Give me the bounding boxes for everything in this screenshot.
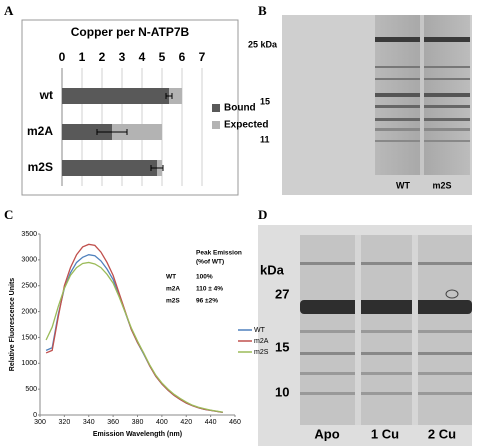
x-tick-label: 7 [199, 50, 206, 64]
y-tick-label: m2S [28, 160, 53, 174]
x-axis-title: Emission Wavelength (nm) [93, 431, 182, 438]
y-tick-label: 500 [25, 386, 37, 393]
y-tick-label: 1000 [21, 360, 37, 367]
legend-label: WT [254, 327, 266, 334]
x-tick-label: 300 [34, 419, 46, 426]
x-tick-label: 460 [229, 419, 241, 426]
unit-label: kDa [260, 262, 285, 277]
line-series [45, 261, 223, 413]
lane-label: m2S [432, 180, 451, 190]
marker-label: 10 [275, 384, 289, 399]
gel-image [282, 15, 472, 195]
error-bar [150, 165, 164, 171]
x-tick-label: 2 [99, 50, 106, 64]
legend-swatch [212, 104, 220, 112]
y-tick-label: 1500 [21, 334, 37, 341]
y-tick-label: wt [39, 88, 53, 102]
x-tick-label: 1 [79, 50, 86, 64]
bar [62, 124, 112, 140]
lane-label: 2 Cu [428, 426, 456, 441]
x-tick-label: 400 [156, 419, 168, 426]
x-tick-label: 5 [159, 50, 166, 64]
legend-swatch [212, 121, 220, 129]
x-tick-label: 4 [139, 50, 146, 64]
annotation-title: (%of WT) [196, 259, 224, 266]
y-tick-label: 3500 [21, 231, 37, 238]
x-tick-label: 320 [59, 419, 71, 426]
x-tick-label: 380 [132, 419, 144, 426]
x-tick-label: 3 [119, 50, 126, 64]
panel-label: A [4, 3, 14, 18]
marker-label: 15 [260, 96, 270, 106]
legend-label: Bound [224, 103, 256, 114]
bar [62, 160, 157, 176]
y-tick-label: 2000 [21, 308, 37, 315]
gel-image [258, 225, 472, 446]
legend-label: m2S [254, 349, 269, 356]
legend-label: m2A [254, 338, 269, 345]
annotation-cell: 110 ± 4% [196, 286, 223, 293]
x-tick-label: 340 [83, 419, 95, 426]
annotation-cell: m2A [166, 286, 180, 293]
error-bar [96, 129, 128, 135]
annotation-cell: WT [166, 274, 176, 281]
annotation-cell: 100% [196, 274, 213, 281]
panel-label: B [258, 3, 267, 18]
error-bar [165, 93, 173, 99]
x-tick-label: 6 [179, 50, 186, 64]
lane-label: WT [396, 180, 410, 190]
chart-title: Copper per N-ATP7B [71, 25, 190, 39]
x-tick-label: 440 [205, 419, 217, 426]
y-tick-label: m2A [27, 124, 53, 138]
panel-label: D [258, 207, 267, 222]
marker-label: 11 [260, 134, 270, 144]
panel-label: C [4, 207, 13, 222]
y-tick-label: 0 [33, 412, 37, 419]
marker-label: 25 kDa [248, 39, 278, 49]
legend-label: Expected [224, 120, 268, 131]
x-tick-label: 0 [59, 50, 66, 64]
bar [62, 88, 169, 104]
annotation-cell: m2S [166, 298, 180, 305]
lane-label: 1 Cu [371, 426, 399, 441]
annotation-title: Peak Emission [196, 250, 242, 257]
y-tick-label: 3000 [21, 257, 37, 264]
x-tick-label: 360 [107, 419, 119, 426]
lane-label: Apo [314, 426, 339, 441]
y-axis-title: Relative Fluorescence Units [9, 278, 16, 371]
x-tick-label: 420 [180, 419, 192, 426]
y-tick-label: 2500 [21, 283, 37, 290]
marker-label: 27 [275, 286, 289, 301]
marker-label: 15 [275, 339, 289, 354]
annotation-cell: 96 ±2% [196, 298, 218, 305]
